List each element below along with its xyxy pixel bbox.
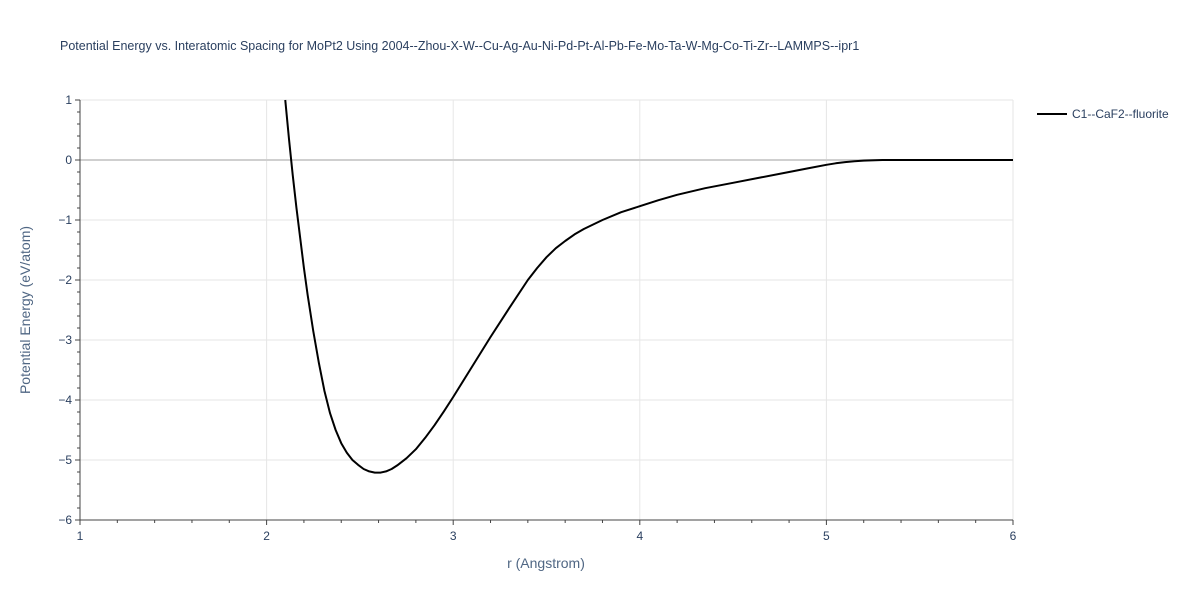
- axes: [79, 100, 1013, 521]
- x-axis-title: r (Angstrom): [507, 555, 585, 571]
- y-tick-label-7: −6: [58, 513, 72, 527]
- x-tick-label-5: 6: [1010, 529, 1017, 543]
- y-tick-label-6: −5: [58, 453, 72, 467]
- legend-label: C1--CaF2--fluorite: [1072, 107, 1169, 121]
- x-tick-label-3: 4: [636, 529, 643, 543]
- chart-title: Potential Energy vs. Interatomic Spacing…: [60, 39, 859, 53]
- y-axis-title: Potential Energy (eV/atom): [17, 226, 33, 394]
- x-tick-label-1: 2: [263, 529, 270, 543]
- grid: [80, 99, 1014, 520]
- y-tick-label-0: 1: [65, 93, 72, 107]
- x-tick-label-0: 1: [77, 529, 84, 543]
- x-axis-ticks: 1 2 3 4 5 6: [77, 520, 1017, 543]
- y-tick-label-2: −1: [58, 213, 72, 227]
- x-tick-label-4: 5: [823, 529, 830, 543]
- series-line-0: [284, 99, 1013, 474]
- x-tick-label-2: 3: [450, 529, 457, 543]
- y-axis-ticks: 1 0 −1 −2 −3 −4 −5 −6: [58, 93, 80, 527]
- y-tick-label-4: −3: [58, 333, 72, 347]
- y-tick-label-3: −2: [58, 273, 72, 287]
- series-layer: [284, 99, 1013, 474]
- y-tick-label-5: −4: [58, 393, 72, 407]
- legend[interactable]: C1--CaF2--fluorite: [1037, 107, 1169, 121]
- y-tick-label-1: 0: [65, 153, 72, 167]
